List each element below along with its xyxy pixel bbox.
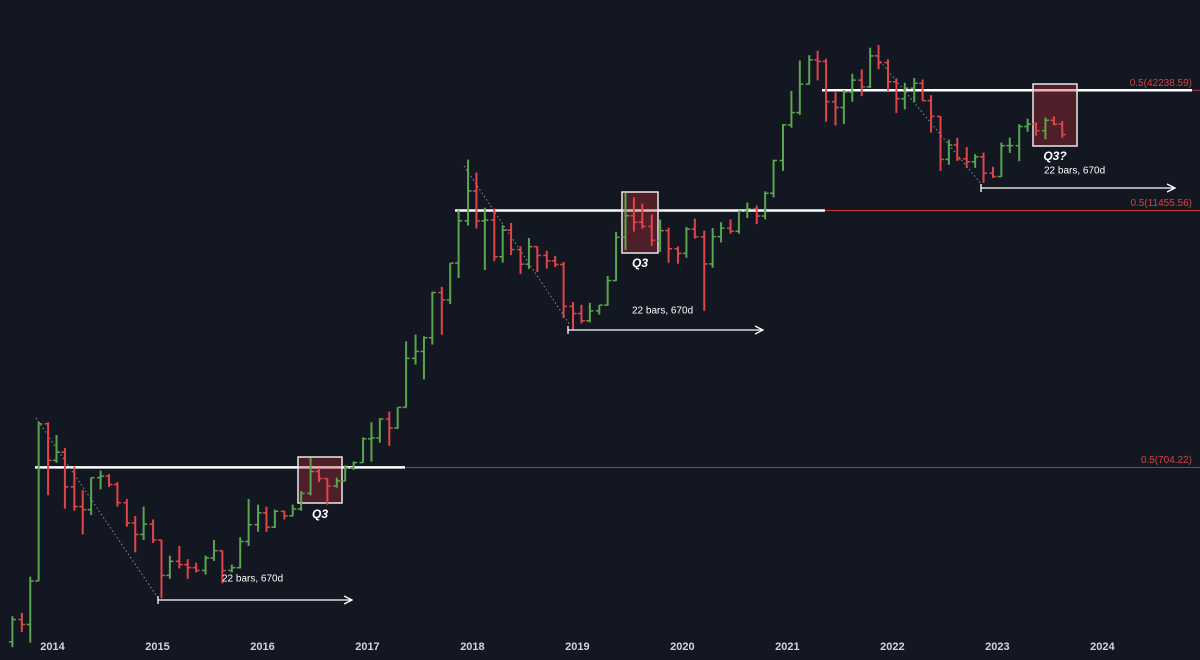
highlight-box bbox=[1032, 83, 1078, 147]
x-tick-label: 2023 bbox=[985, 641, 1009, 653]
box-label: Q3 bbox=[632, 256, 648, 270]
x-tick-label: 2015 bbox=[145, 641, 169, 653]
range-label: 22 bars, 670d bbox=[1044, 166, 1105, 177]
bars bbox=[8, 45, 1066, 648]
range-label: 22 bars, 670d bbox=[632, 306, 693, 317]
x-tick-label: 2019 bbox=[565, 641, 589, 653]
box-label: Q3? bbox=[1043, 149, 1067, 163]
level-label: 0.5(11455.56) bbox=[1130, 198, 1192, 209]
highlight-box bbox=[297, 456, 343, 504]
x-tick-label: 2017 bbox=[355, 641, 379, 653]
boxes bbox=[297, 83, 1078, 504]
x-tick-label: 2016 bbox=[250, 641, 274, 653]
x-tick-label: 2018 bbox=[460, 641, 484, 653]
x-tick-label: 2021 bbox=[775, 641, 799, 653]
x-tick-label: 2014 bbox=[40, 641, 65, 653]
levels: 0.5(704.22) 0.5(11455.56) 0.5(42238.59) bbox=[35, 78, 1200, 469]
x-tick-label: 2022 bbox=[880, 641, 904, 653]
x-tick-label: 2024 bbox=[1090, 641, 1115, 653]
x-axis: 2014 2015 2016 2017 2018 2019 2020 2021 2022 2023… bbox=[40, 641, 1115, 653]
level-label: 0.5(42238.59) bbox=[1130, 78, 1192, 89]
range-label: 22 bars, 670d bbox=[222, 574, 283, 585]
box-label: Q3 bbox=[312, 507, 328, 521]
x-tick-label: 2020 bbox=[670, 641, 694, 653]
trend-line bbox=[874, 54, 983, 186]
level-label: 0.5(704.22) bbox=[1141, 455, 1192, 466]
range-arrows bbox=[157, 184, 1175, 604]
